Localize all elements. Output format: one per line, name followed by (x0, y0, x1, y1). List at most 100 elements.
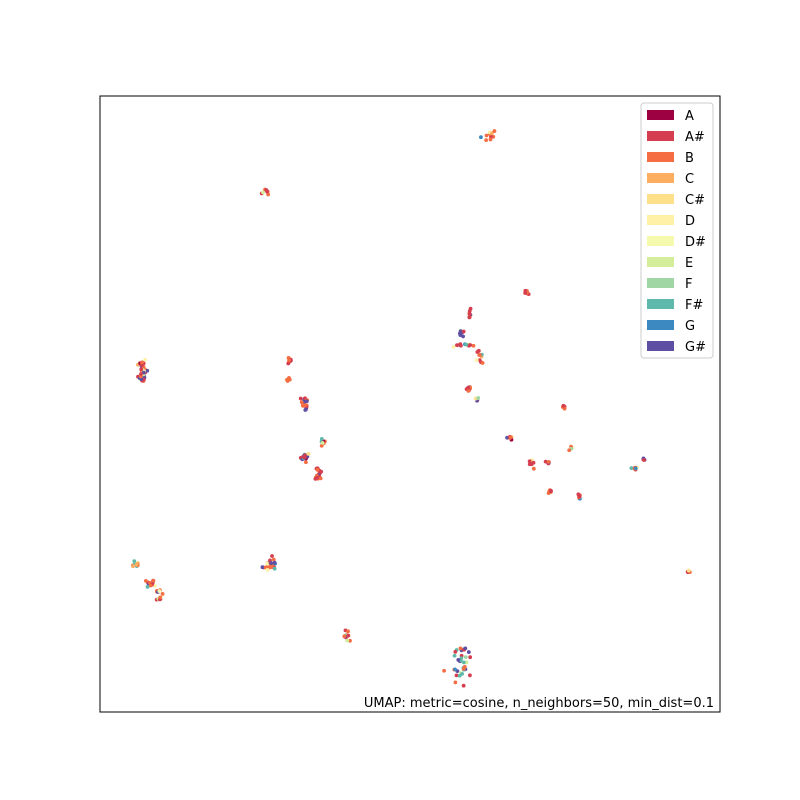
scatter-point (139, 377, 144, 382)
scatter-point (270, 554, 274, 558)
legend-swatch (647, 257, 674, 267)
scatter-point (531, 460, 536, 465)
scatter-point (145, 585, 150, 589)
legend-label: G (685, 319, 695, 334)
scatter-point (260, 565, 265, 570)
scatter-point (453, 667, 457, 672)
scatter-point (269, 561, 274, 565)
scatter-point (272, 560, 277, 565)
scatter-point (464, 342, 469, 347)
scatter-point (319, 469, 324, 474)
scatter-point (299, 400, 304, 405)
scatter-point (480, 361, 485, 365)
scatter-point (471, 343, 476, 348)
scatter-point (543, 459, 548, 464)
scatter-point (468, 655, 473, 660)
scatter-point (303, 453, 307, 458)
legend-label: G# (685, 340, 706, 355)
scatter-point (461, 334, 465, 339)
legend-label: C# (685, 193, 705, 208)
scatter-point (531, 466, 536, 471)
legend-label: F (685, 277, 692, 292)
legend-label: A# (685, 130, 705, 145)
scatter-point (466, 385, 471, 390)
scatter-point (304, 399, 309, 404)
legend-swatch (647, 341, 674, 351)
scatter-point (457, 673, 462, 678)
scatter-point (457, 342, 462, 347)
scatter-point (478, 353, 482, 357)
scatter-point (269, 565, 274, 570)
scatter-point (467, 309, 472, 314)
scatter-point (464, 660, 469, 665)
scatter-point (476, 396, 481, 400)
legend-swatch (647, 215, 674, 225)
scatter-point (459, 656, 464, 661)
scatter-point (139, 372, 143, 376)
scatter-point (462, 664, 467, 669)
scatter-point (303, 407, 308, 412)
scatter-point (453, 680, 458, 685)
scatter-point (468, 673, 472, 678)
points-layer (131, 129, 692, 688)
scatter-point (577, 494, 582, 499)
scatter-point (467, 315, 472, 320)
legend-swatch (647, 131, 674, 141)
scatter-point (264, 188, 269, 192)
scatter-point (320, 441, 325, 445)
scatter-point (455, 343, 459, 348)
scatter-point (272, 566, 277, 571)
scatter-point (453, 649, 458, 654)
scatter-point (261, 190, 265, 195)
scatter-point (523, 291, 528, 295)
scatter-point (319, 443, 324, 448)
scatter-point (567, 448, 572, 453)
scatter-point (467, 312, 472, 316)
scatter-point (508, 435, 513, 440)
legend-label: C (685, 172, 694, 187)
scatter-point (300, 403, 305, 408)
legend-swatch (647, 299, 674, 309)
scatter-point (456, 658, 461, 662)
scatter-point (286, 361, 291, 366)
scatter-point (157, 589, 162, 594)
legend-swatch (647, 110, 674, 120)
axes-frame (99, 95, 721, 713)
scatter-point (488, 137, 493, 142)
scatter-point (490, 131, 494, 136)
scatter-point (158, 595, 163, 600)
scatter-point (479, 135, 483, 140)
scatter-point (148, 583, 153, 588)
scatter-point (463, 655, 468, 659)
scatter-point (151, 578, 156, 583)
scatter-point (313, 476, 318, 481)
scatter-point (141, 370, 146, 375)
scatter-point (463, 646, 468, 651)
scatter-point (466, 389, 471, 393)
legend: A A# BC C# D D# EF F# G G# (640, 102, 714, 359)
scatter-point (484, 133, 489, 138)
scatter-point (454, 673, 459, 678)
scatter-point (474, 358, 479, 363)
scatter-point (546, 460, 551, 464)
legend-swatch (647, 173, 674, 183)
scatter-point (346, 633, 351, 638)
scatter-point (451, 344, 456, 349)
scatter-point (475, 350, 480, 354)
scatter-point (298, 396, 303, 401)
legend-label: D (685, 214, 695, 229)
scatter-point (686, 568, 691, 573)
scatter-point (132, 559, 137, 564)
scatter-point (285, 377, 289, 382)
scatter-point (492, 129, 497, 133)
scatter-point (319, 437, 324, 441)
scatter-point (548, 488, 553, 493)
scatter-point (143, 578, 148, 583)
scatter-point (468, 343, 473, 347)
scatter-point (348, 638, 352, 643)
scatter-point (287, 358, 291, 362)
scatter-point (143, 357, 148, 362)
scatter-point (134, 562, 139, 567)
scatter-point (527, 459, 532, 464)
